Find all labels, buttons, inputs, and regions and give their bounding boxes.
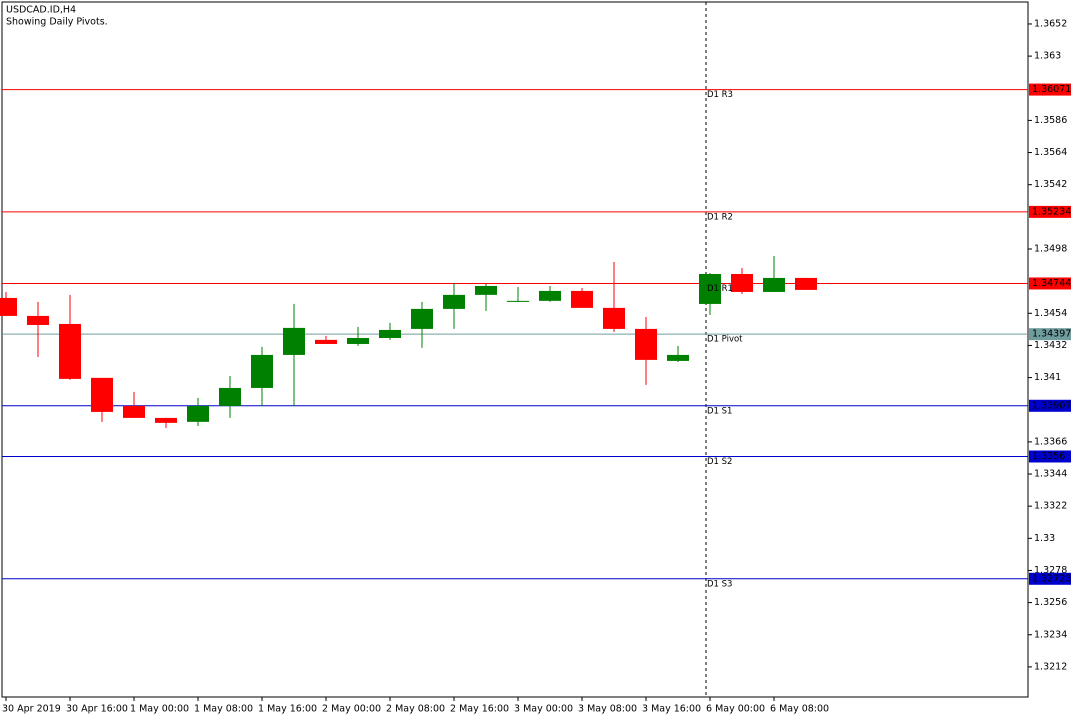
price-label: 1.34397 bbox=[1032, 329, 1071, 340]
candle-body bbox=[795, 277, 817, 290]
candle-body bbox=[379, 329, 401, 338]
x-tick-label: 3 May 16:00 bbox=[642, 704, 701, 715]
y-tick-label: 1.341 bbox=[1034, 372, 1061, 383]
pivot-label: D1 Pivot bbox=[707, 335, 743, 345]
candle-body bbox=[347, 337, 369, 344]
price-label: 1.3356 bbox=[1032, 451, 1065, 462]
pivot-label: D1 S1 bbox=[707, 406, 732, 416]
price-label-box bbox=[1029, 205, 1071, 218]
x-tick-label: 30 Apr 2019 bbox=[2, 704, 61, 715]
plot bbox=[0, 89, 1028, 580]
candle-body bbox=[59, 323, 81, 379]
y-tick-label: 1.3498 bbox=[1034, 243, 1067, 254]
x-tick-label: 2 May 16:00 bbox=[450, 704, 509, 715]
pivot-label: D1 R3 bbox=[707, 90, 733, 100]
candle-body bbox=[443, 294, 465, 309]
price-label-box bbox=[1029, 450, 1071, 463]
y-tick-label: 1.3234 bbox=[1034, 629, 1067, 640]
x-tick-label: 3 May 08:00 bbox=[578, 704, 637, 715]
pivot-label: D1 S3 bbox=[707, 579, 732, 589]
y-tick-label: 1.3212 bbox=[1034, 661, 1067, 672]
price-label: 1.36071 bbox=[1032, 84, 1071, 95]
y-tick-label: 1.3366 bbox=[1034, 436, 1067, 447]
y-tick-label: 1.3564 bbox=[1034, 147, 1067, 158]
x-tick-label: 1 May 16:00 bbox=[258, 704, 317, 715]
y-tick-label: 1.3278 bbox=[1034, 565, 1067, 576]
candle-body bbox=[475, 285, 497, 295]
y-tick-label: 1.3322 bbox=[1034, 501, 1067, 512]
y-tick-label: 1.33 bbox=[1034, 533, 1055, 544]
candle-body bbox=[603, 307, 625, 329]
y-tick-label: 1.3586 bbox=[1034, 115, 1067, 126]
candle-body bbox=[411, 308, 433, 329]
price-label-box bbox=[1029, 83, 1071, 96]
price-label: 1.32723 bbox=[1032, 573, 1071, 584]
candle-body bbox=[507, 300, 529, 302]
price-label: 1.33907 bbox=[1032, 400, 1071, 411]
x-tick-label: 3 May 00:00 bbox=[514, 704, 573, 715]
price-label-box bbox=[1029, 572, 1071, 585]
x-tick-label: 30 Apr 16:00 bbox=[66, 704, 128, 715]
x-tick-label: 6 May 00:00 bbox=[706, 704, 765, 715]
candle-body bbox=[123, 405, 145, 418]
price-label-box bbox=[1029, 399, 1071, 412]
candle-body bbox=[0, 297, 17, 316]
x-tick-label: 1 May 08:00 bbox=[194, 704, 253, 715]
y-tick-label: 1.3256 bbox=[1034, 597, 1067, 608]
candle-body bbox=[187, 405, 209, 422]
price-label: 1.35234 bbox=[1032, 206, 1071, 217]
candle-body bbox=[539, 290, 561, 301]
chart-title: USDCAD.ID,H4 bbox=[6, 5, 76, 16]
candle-body bbox=[283, 327, 305, 355]
chart-subtitle: Showing Daily Pivots. bbox=[6, 17, 108, 28]
candle-body bbox=[219, 387, 241, 406]
price-label: 1.34744 bbox=[1032, 278, 1071, 289]
y-tick-label: 1.3652 bbox=[1034, 18, 1067, 29]
candle-body bbox=[763, 277, 785, 292]
candle-body bbox=[571, 290, 593, 308]
x-tick-label: 2 May 00:00 bbox=[322, 704, 381, 715]
candle-body bbox=[155, 417, 177, 423]
candle-body bbox=[635, 328, 657, 360]
y-tick-label: 1.3454 bbox=[1034, 308, 1067, 319]
x-tick-label: 1 May 00:00 bbox=[130, 704, 189, 715]
pivot-label: D1 S2 bbox=[707, 457, 732, 467]
candle-body bbox=[251, 354, 273, 388]
candle-body bbox=[315, 339, 337, 344]
candle-body bbox=[27, 315, 49, 325]
y-tick-label: 1.363 bbox=[1034, 51, 1061, 62]
candle-body bbox=[667, 354, 689, 361]
price-label-box bbox=[1029, 328, 1071, 341]
y-tick-label: 1.3432 bbox=[1034, 340, 1067, 351]
pivot-label: D1 R2 bbox=[707, 212, 733, 222]
price-label-box bbox=[1029, 277, 1071, 290]
pivot-label: D1 R1 bbox=[707, 284, 733, 294]
x-tick-label: 6 May 08:00 bbox=[770, 704, 829, 715]
candle-body bbox=[699, 273, 721, 304]
y-tick-label: 1.3542 bbox=[1034, 179, 1067, 190]
candle-body bbox=[731, 273, 753, 292]
x-tick-label: 2 May 08:00 bbox=[386, 704, 445, 715]
candle-body bbox=[91, 377, 113, 412]
y-tick-label: 1.3344 bbox=[1034, 469, 1067, 480]
plot-frame bbox=[1, 1, 1029, 698]
